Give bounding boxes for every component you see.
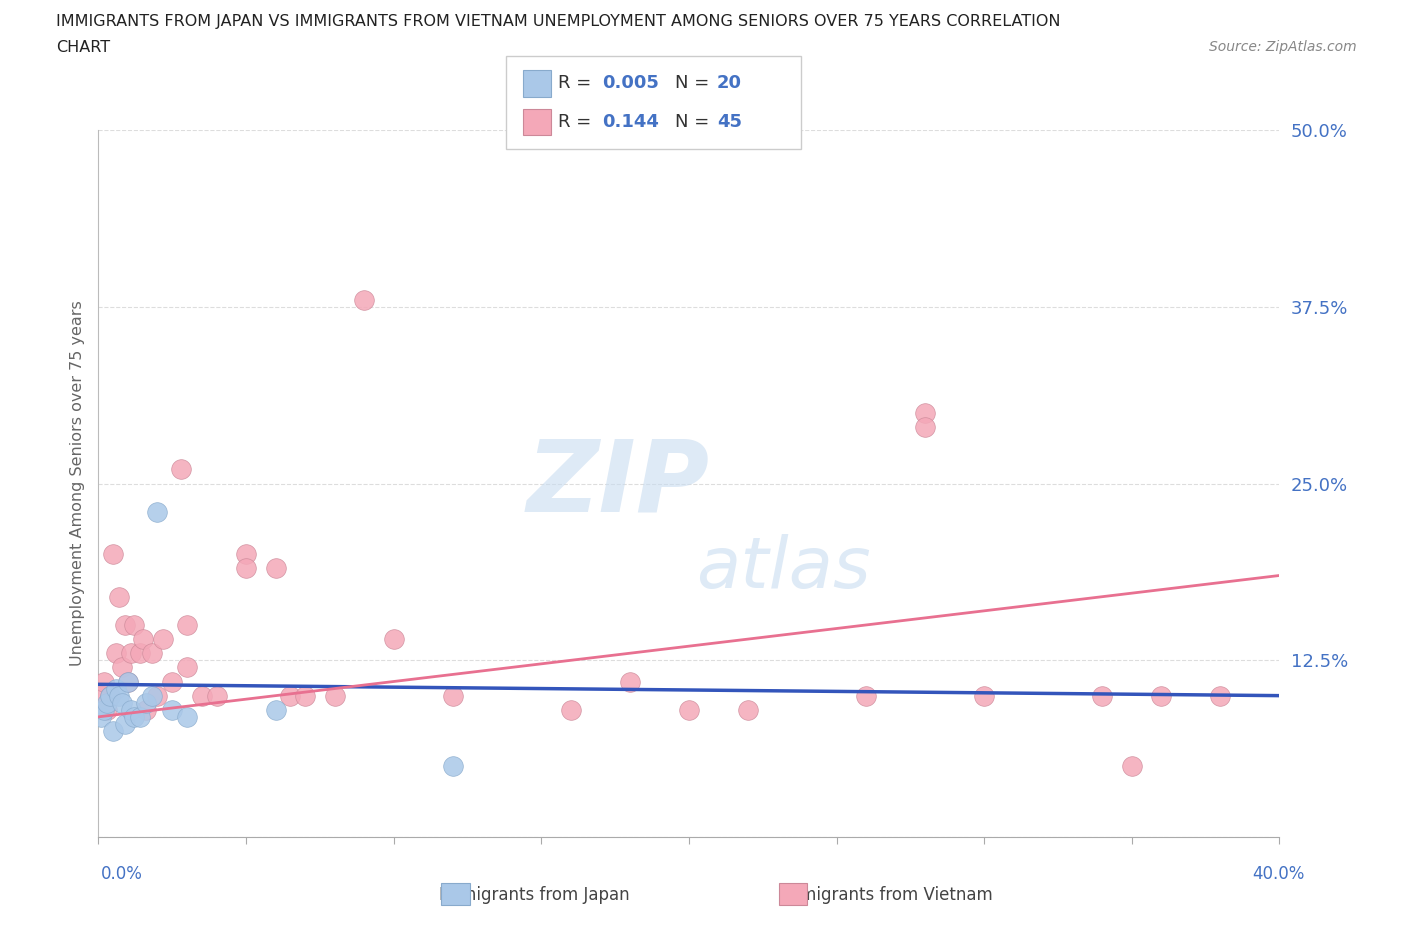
Point: [135, 702, 157, 717]
Point: [855, 688, 877, 703]
Point: [120, 702, 142, 717]
Point: [162, 674, 183, 689]
Point: [264, 561, 287, 576]
Point: [117, 674, 139, 689]
Point: [176, 710, 198, 724]
Point: [176, 618, 198, 632]
Point: [162, 702, 183, 717]
Point: [111, 696, 134, 711]
Text: 0.144: 0.144: [602, 113, 658, 130]
Point: [1150, 688, 1173, 703]
Point: [914, 419, 936, 434]
Point: [111, 660, 134, 675]
Point: [191, 688, 214, 703]
Point: [98, 688, 121, 703]
Point: [152, 631, 174, 646]
Point: [264, 702, 287, 717]
Point: [117, 674, 139, 689]
Point: [122, 710, 145, 724]
Point: [382, 631, 405, 646]
Point: [114, 618, 136, 632]
Point: [108, 590, 131, 604]
Point: [235, 561, 257, 576]
Point: [103, 724, 125, 738]
Point: [93, 702, 115, 717]
Point: [128, 645, 150, 660]
Text: R =: R =: [558, 113, 603, 130]
Point: [278, 688, 302, 703]
Point: [441, 759, 464, 774]
Point: [441, 688, 464, 703]
Point: [176, 660, 198, 675]
Point: [103, 547, 125, 562]
Text: N =: N =: [675, 113, 714, 130]
Point: [122, 618, 145, 632]
Point: [93, 674, 115, 689]
Point: [170, 462, 193, 477]
Point: [294, 688, 316, 703]
Point: [619, 674, 641, 689]
Text: R =: R =: [558, 74, 598, 92]
Text: Immigrants from Vietnam: Immigrants from Vietnam: [779, 885, 993, 904]
Text: Source: ZipAtlas.com: Source: ZipAtlas.com: [1209, 40, 1357, 54]
Point: [1091, 688, 1114, 703]
Point: [108, 688, 131, 703]
Point: [90, 710, 112, 724]
Point: [135, 696, 157, 711]
Point: [90, 688, 112, 703]
Point: [141, 688, 163, 703]
Y-axis label: Unemployment Among Seniors over 75 years: Unemployment Among Seniors over 75 years: [69, 300, 84, 667]
Point: [132, 631, 155, 646]
Point: [146, 688, 169, 703]
Point: [141, 645, 163, 660]
Point: [1209, 688, 1232, 703]
Text: 0.005: 0.005: [602, 74, 658, 92]
Point: [146, 504, 169, 519]
Point: [323, 688, 346, 703]
Point: [96, 702, 118, 717]
Point: [98, 688, 121, 703]
Point: [128, 710, 150, 724]
Point: [96, 696, 118, 711]
Point: [114, 716, 136, 731]
Text: IMMIGRANTS FROM JAPAN VS IMMIGRANTS FROM VIETNAM UNEMPLOYMENT AMONG SENIORS OVER: IMMIGRANTS FROM JAPAN VS IMMIGRANTS FROM…: [56, 14, 1060, 29]
Text: Immigrants from Japan: Immigrants from Japan: [439, 885, 630, 904]
Point: [105, 681, 128, 696]
Point: [205, 688, 228, 703]
Text: 40.0%: 40.0%: [1253, 865, 1305, 884]
Point: [737, 702, 759, 717]
Text: 20: 20: [717, 74, 742, 92]
Text: ZIP: ZIP: [527, 435, 710, 532]
Point: [973, 688, 995, 703]
Text: 45: 45: [717, 113, 742, 130]
Text: 0.0%: 0.0%: [101, 865, 143, 884]
Point: [120, 645, 142, 660]
Point: [353, 292, 375, 307]
Point: [105, 645, 128, 660]
Point: [1121, 759, 1143, 774]
Text: atlas: atlas: [696, 534, 870, 603]
Point: [235, 547, 257, 562]
Point: [678, 702, 700, 717]
Text: N =: N =: [675, 74, 714, 92]
Point: [560, 702, 582, 717]
Point: [914, 405, 936, 420]
Text: CHART: CHART: [56, 40, 110, 55]
